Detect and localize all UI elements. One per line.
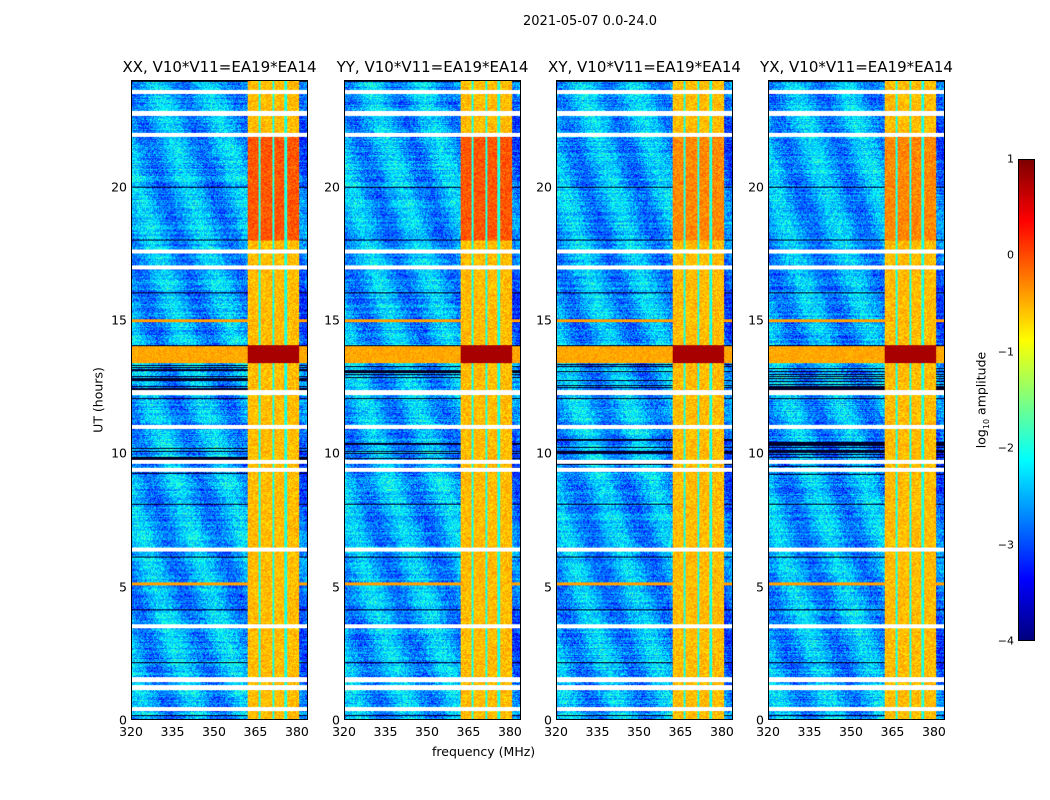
y-tick-label: 10: [536, 445, 552, 461]
x-axis-label: frequency (MHz): [432, 744, 536, 759]
x-tick-label: 320: [332, 724, 356, 739]
colorbar-tick-label: 1: [1007, 152, 1014, 166]
colorbar-tick-label: −3: [997, 538, 1014, 552]
panel-title: XY, V10*V11=EA19*EA14: [548, 58, 741, 76]
x-tick-label: 380: [710, 724, 734, 739]
x-tick-label: 320: [119, 724, 143, 739]
colorbar: [1018, 159, 1035, 641]
x-tick-label: 350: [202, 724, 226, 739]
x-tick-label: 365: [668, 724, 693, 739]
y-tick-label: 10: [324, 445, 340, 461]
y-tick-label: 15: [536, 312, 552, 328]
heatmap-panel-xy: [556, 80, 733, 720]
y-tick-label: 5: [119, 579, 127, 595]
heatmap-panel-yy: [344, 80, 521, 720]
figure-title: 2021-05-07 0.0-24.0: [523, 14, 657, 29]
heatmap-panel-xx: [131, 80, 308, 720]
y-tick-label: 15: [748, 312, 764, 328]
colorbar-tick-label: 0: [1007, 248, 1014, 262]
y-tick-label: 20: [536, 179, 552, 195]
x-tick-label: 380: [285, 724, 309, 739]
x-tick-label: 350: [415, 724, 439, 739]
y-tick-label: 0: [332, 712, 340, 728]
x-tick-label: 380: [922, 724, 946, 739]
y-tick-label: 0: [544, 712, 552, 728]
x-tick-label: 365: [456, 724, 481, 739]
colorbar-label: log10 amplitude: [973, 351, 991, 449]
x-tick-label: 335: [160, 724, 185, 739]
x-tick-label: 350: [627, 724, 651, 739]
x-tick-label: 335: [797, 724, 822, 739]
x-tick-label: 320: [756, 724, 780, 739]
colorbar-tick-label: −2: [997, 441, 1014, 455]
y-axis-label: UT (hours): [90, 367, 106, 433]
heatmap-panel-yx: [768, 80, 945, 720]
x-tick-label: 365: [880, 724, 905, 739]
y-tick-label: 20: [748, 179, 764, 195]
x-tick-label: 320: [544, 724, 568, 739]
y-tick-label: 5: [544, 579, 552, 595]
y-tick-label: 20: [111, 179, 127, 195]
panel-title: YX, V10*V11=EA19*EA14: [760, 58, 953, 76]
y-tick-label: 10: [748, 445, 764, 461]
colorbar-tick-label: −1: [997, 345, 1014, 359]
y-tick-label: 5: [332, 579, 340, 595]
y-tick-label: 15: [324, 312, 340, 328]
x-tick-label: 380: [498, 724, 522, 739]
y-tick-label: 0: [119, 712, 127, 728]
x-tick-label: 350: [839, 724, 863, 739]
y-tick-label: 15: [111, 312, 127, 328]
panel-title: XX, V10*V11=EA19*EA14: [122, 58, 317, 76]
y-tick-label: 10: [111, 445, 127, 461]
colorbar-tick-label: −4: [997, 634, 1014, 648]
x-tick-label: 335: [373, 724, 398, 739]
y-tick-label: 20: [324, 179, 340, 195]
x-tick-label: 335: [585, 724, 610, 739]
y-tick-label: 0: [756, 712, 764, 728]
panel-title: YY, V10*V11=EA19*EA14: [336, 58, 529, 76]
x-tick-label: 365: [243, 724, 268, 739]
y-tick-label: 5: [756, 579, 764, 595]
